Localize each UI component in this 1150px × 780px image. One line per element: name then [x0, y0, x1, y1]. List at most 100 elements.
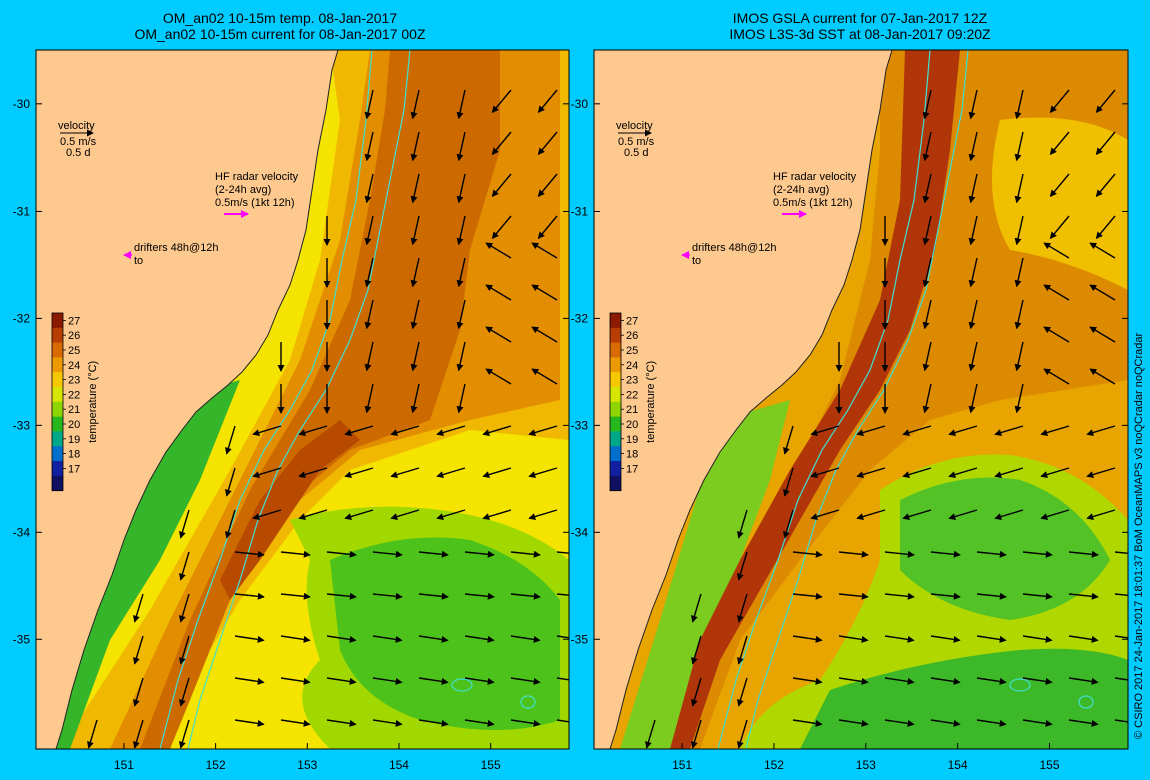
hf-radar-legend-title: HF radar velocity [773, 171, 857, 183]
current-arrow [783, 425, 794, 455]
left-colorbar: 27 26 25 24 23 22 21 20 19 18 17 temperature (°C) [51, 312, 99, 492]
y-tick-label: -31 [13, 204, 31, 218]
current-arrow [252, 425, 282, 436]
colorbar-frame [609, 312, 622, 492]
x-tick-label: 153 [297, 758, 317, 772]
x-tick-label: 152 [764, 758, 784, 772]
colorbar-tick-label: 26 [626, 330, 638, 342]
current-arrow [922, 299, 932, 330]
current-arrow [390, 467, 420, 478]
current-arrow [783, 467, 794, 497]
current-arrow [410, 383, 420, 414]
current-arrow [1014, 383, 1024, 414]
current-arrow [922, 173, 932, 204]
current-arrow [968, 131, 978, 162]
current-arrow [838, 550, 869, 558]
current-arrow [838, 635, 869, 643]
current-arrow [930, 677, 961, 685]
current-arrow [884, 635, 915, 643]
hf-radar-legend-avg: (2-24h avg) [215, 184, 271, 196]
current-arrow [922, 215, 932, 246]
current-arrow [737, 551, 748, 581]
right-map-frame [593, 49, 1129, 750]
current-arrow [1095, 89, 1116, 114]
current-arrow [225, 509, 236, 539]
colorbar-segment [52, 327, 63, 344]
current-arrow [390, 509, 420, 520]
current-arrow [510, 719, 541, 727]
current-arrow [691, 677, 702, 707]
colorbar-tick-label: 21 [626, 404, 638, 416]
current-arrow [994, 467, 1024, 478]
current-arrow [1049, 131, 1070, 156]
current-arrow [556, 593, 569, 596]
current-arrow [1086, 509, 1116, 520]
current-arrow [1040, 509, 1070, 520]
current-arrow [1086, 467, 1116, 478]
current-arrow [364, 89, 374, 120]
current-arrow [410, 257, 420, 288]
current-arrow [1095, 173, 1116, 198]
colorbar-segment [610, 327, 621, 344]
current-arrow [902, 467, 932, 478]
left-velocity-legend: velocity 0.5 m/s 0.5 d [58, 120, 97, 159]
current-arrow [1043, 368, 1070, 385]
current-arrow [968, 299, 978, 330]
current-arrow [1095, 215, 1116, 240]
current-arrow [968, 89, 978, 120]
current-arrow [133, 719, 144, 749]
current-arrow [1043, 242, 1070, 259]
current-arrow [482, 509, 512, 520]
current-arrow [968, 341, 978, 372]
colorbar-frame [51, 312, 64, 492]
current-arrow [737, 677, 748, 707]
colorbar-segment [52, 387, 63, 403]
colorbar-tick-label: 27 [626, 315, 638, 327]
left-map-frame [35, 49, 570, 750]
current-arrow [537, 215, 558, 240]
left-hf-radar-legend: HF radar velocity (2-24h avg) 0.5m/s (1k… [215, 171, 299, 218]
velocity-legend-time: 0.5 d [66, 147, 90, 159]
isobath-2000m [745, 50, 969, 749]
colorbar-label: temperature (°C) [645, 361, 657, 443]
current-arrow [1014, 131, 1024, 162]
current-arrow [456, 131, 466, 162]
y-tick-label: -35 [13, 632, 31, 646]
colorbar-tick-label: 17 [68, 463, 80, 475]
right-title-line-2: IMOS L3S-3d SST at 08-Jan-2017 09:20Z [729, 26, 991, 42]
current-arrow [234, 550, 265, 558]
velocity-legend-label: velocity [58, 120, 95, 132]
current-arrow [1068, 592, 1099, 600]
current-arrow [1040, 425, 1070, 436]
current-arrow [556, 551, 569, 554]
colorbar-segment [610, 313, 621, 329]
current-arrow [930, 592, 961, 600]
colorbar-tick-label: 20 [68, 419, 80, 431]
colorbar-segment [52, 313, 63, 329]
current-arrow [645, 719, 656, 749]
current-arrow [418, 592, 449, 600]
current-arrow [528, 425, 558, 436]
isobath-200m [159, 50, 373, 749]
current-arrow [737, 593, 748, 623]
drifters-legend-to: to [692, 255, 701, 267]
current-arrow [464, 635, 495, 643]
current-arrow [133, 593, 144, 623]
colorbar-segment [610, 372, 621, 388]
current-arrow [436, 425, 466, 436]
colorbar-segment [610, 401, 621, 418]
left-map [36, 50, 569, 749]
current-arrow [410, 89, 420, 120]
current-arrow [948, 509, 978, 520]
current-arrow [976, 719, 1007, 727]
current-arrow [456, 215, 466, 246]
current-arrow [1022, 592, 1053, 600]
current-arrow [510, 592, 541, 600]
left-title-line-1: OM_an02 10-15m temp. 08-Jan-2017 [162, 10, 398, 26]
colorbar-tick-label: 25 [68, 345, 80, 357]
current-arrow [133, 635, 144, 665]
colorbar-tick-label: 26 [68, 330, 80, 342]
colorbar-tick-label: 24 [626, 360, 638, 372]
current-arrow [968, 257, 978, 288]
isobath-seamount [1078, 695, 1094, 709]
